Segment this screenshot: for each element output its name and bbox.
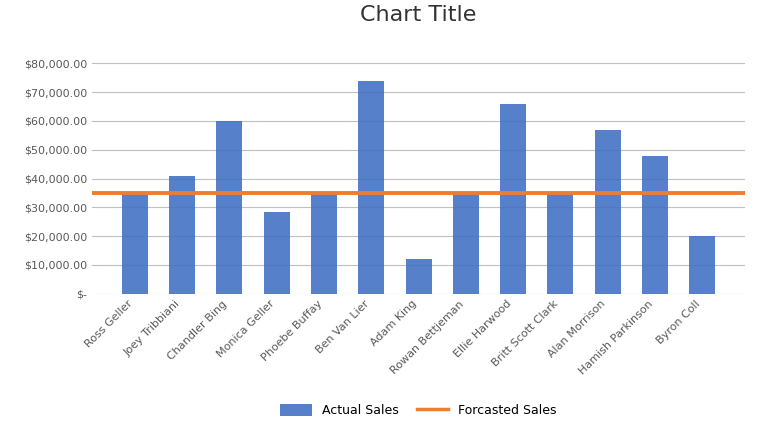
Bar — [594, 130, 621, 294]
Bar — [548, 194, 574, 294]
Bar — [169, 176, 195, 294]
Title: Chart Title: Chart Title — [360, 5, 477, 25]
Bar — [406, 259, 432, 294]
Bar — [217, 121, 243, 294]
Legend: Actual Sales, Forcasted Sales: Actual Sales, Forcasted Sales — [275, 399, 562, 422]
Bar — [500, 104, 526, 294]
Bar — [358, 81, 384, 294]
Bar — [642, 156, 668, 294]
Bar — [311, 194, 337, 294]
Bar — [263, 212, 290, 294]
Bar — [453, 194, 479, 294]
Bar — [122, 193, 148, 294]
Bar — [689, 236, 715, 294]
